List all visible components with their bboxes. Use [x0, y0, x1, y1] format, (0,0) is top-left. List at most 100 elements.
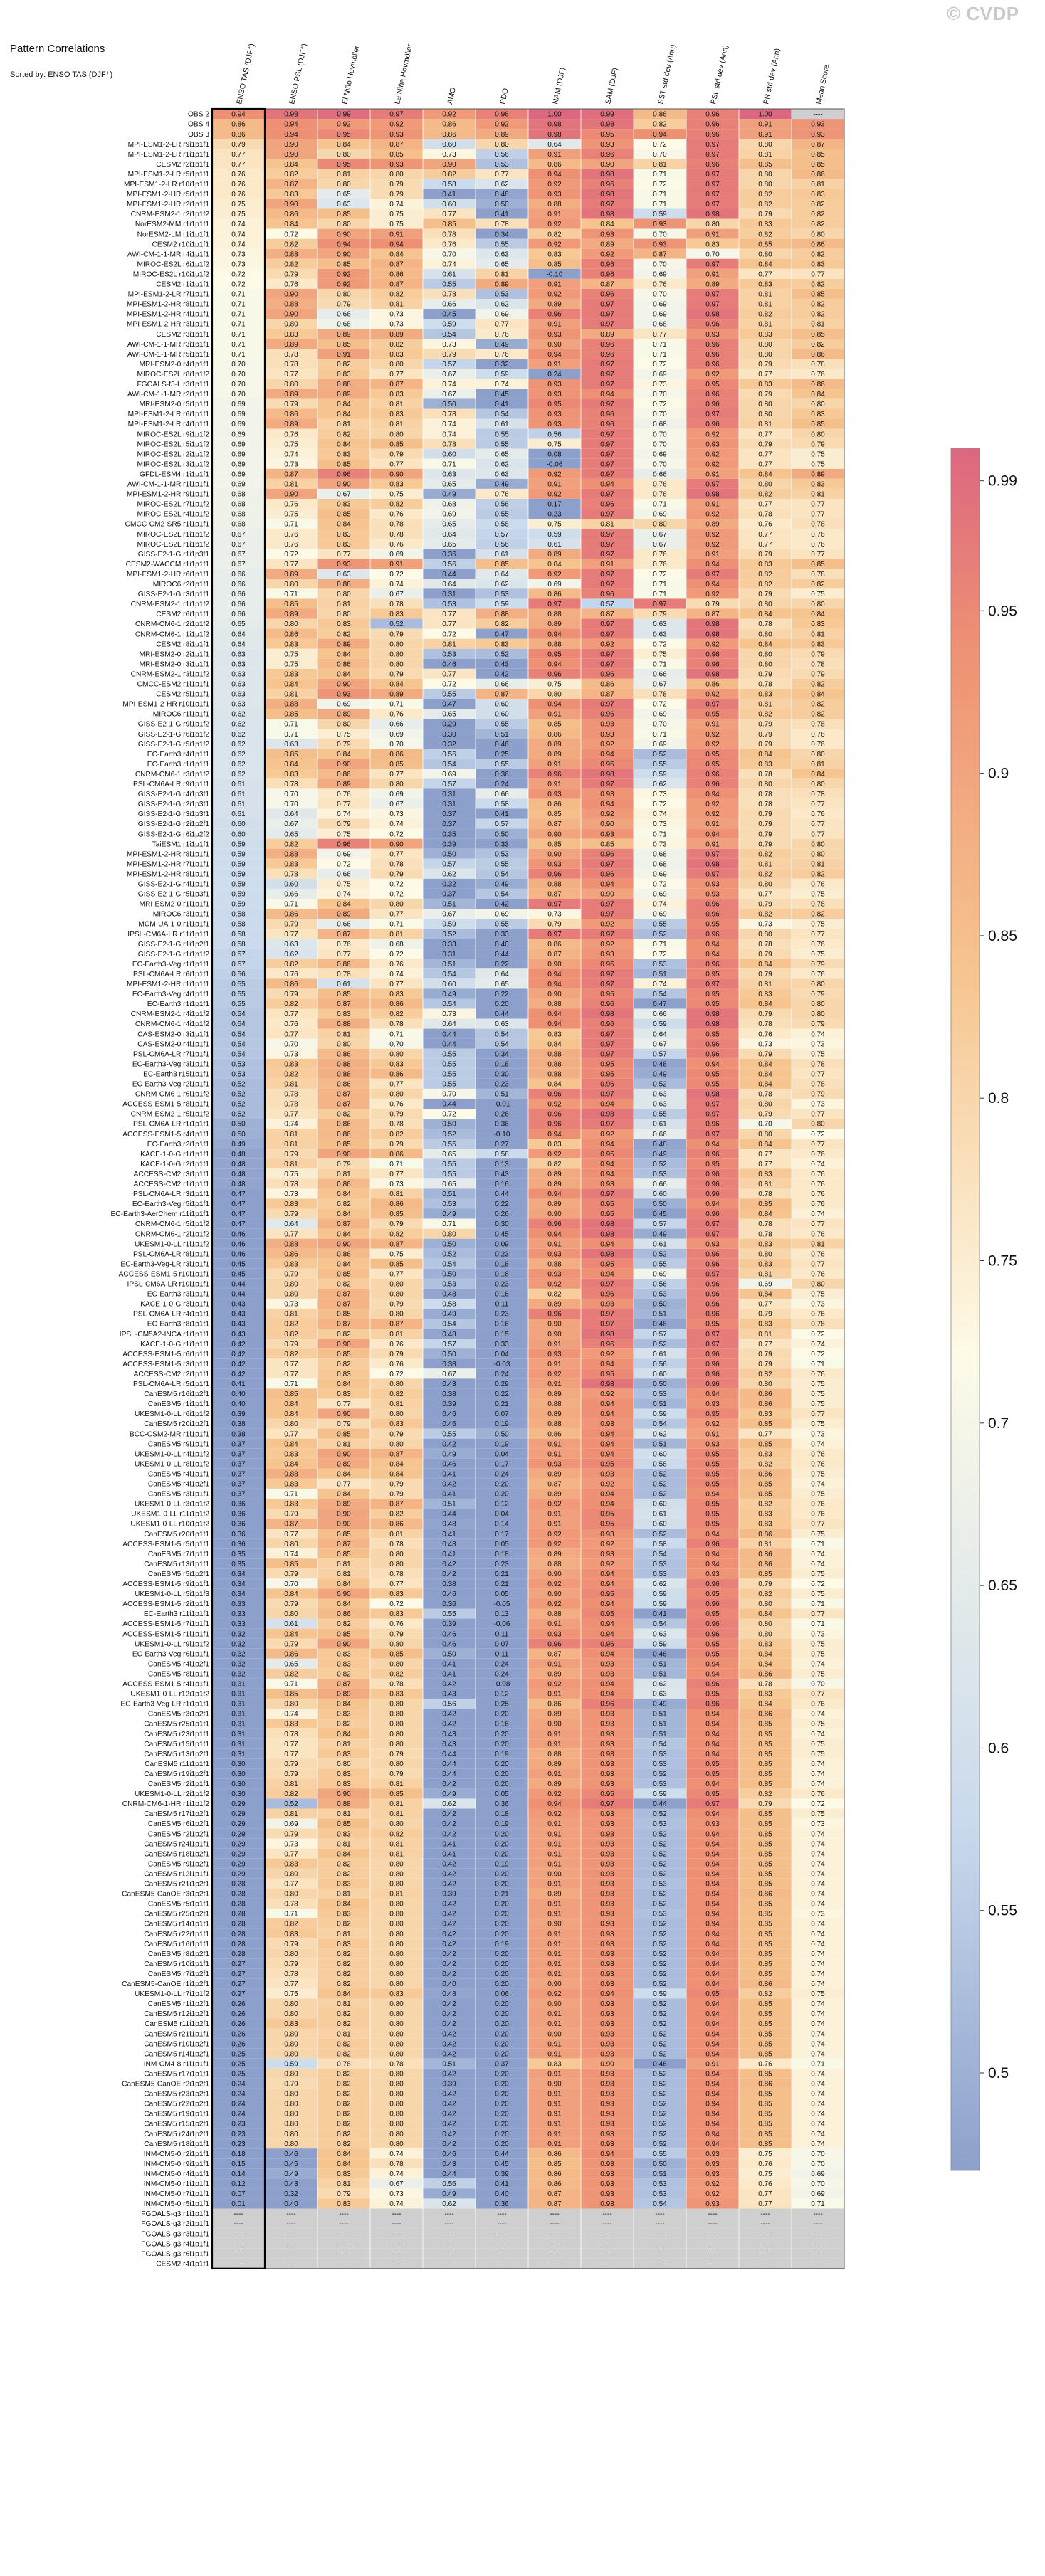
- cell-value: 0.92: [547, 1501, 562, 1509]
- cell-value: 0.86: [705, 681, 720, 689]
- cell-value: 0.85: [758, 1731, 772, 1738]
- cell-value: 0.87: [337, 1001, 351, 1008]
- cell-value: 0.83: [811, 621, 825, 628]
- cell-value: 0.75: [811, 1420, 825, 1428]
- heatmap-cell: [423, 648, 476, 659]
- cell-value: 0.85: [758, 1761, 772, 1768]
- cell-value: 0.89: [547, 1171, 562, 1178]
- cell-value: 0.96: [600, 1341, 614, 1348]
- row-label: CanESM5 r16i1p1f1: [144, 1941, 209, 1948]
- cell-value: 0.77: [389, 771, 404, 778]
- cell-value: 0.79: [811, 670, 825, 678]
- heatmap-cell: [581, 848, 634, 859]
- cell-value: 0.22: [495, 991, 509, 998]
- heatmap-cell: [317, 569, 370, 579]
- cell-value: 0.39: [442, 1400, 456, 1408]
- cell-value: 0.79: [389, 450, 404, 458]
- cell-value: 0.80: [389, 1561, 404, 1568]
- cell-value: 0.96: [600, 870, 614, 878]
- cell-value: 0.06: [495, 1990, 509, 1998]
- cell-value: 0.96: [705, 781, 720, 788]
- heatmap-cell: [212, 549, 265, 559]
- cell-value: 0.80: [389, 1870, 404, 1878]
- cell-value: 0.88: [547, 1610, 562, 1618]
- heatmap-cell: [265, 498, 317, 509]
- cell-value: 0.63: [284, 941, 298, 949]
- heatmap-cell: [317, 828, 370, 839]
- cell-value: 0.93: [600, 1810, 614, 1818]
- cell-value: 0.48: [442, 1521, 456, 1529]
- heatmap-cell: [212, 408, 265, 419]
- heatmap-cell: [792, 458, 844, 469]
- cell-value: 0.50: [653, 1381, 667, 1388]
- heatmap-cell: [317, 798, 370, 809]
- row-label: IPSL-CM6A-LR r7i1p1f1: [131, 1050, 209, 1058]
- cell-value: 0.86: [547, 161, 562, 169]
- heatmap-cell: [317, 769, 370, 779]
- cell-value: 0.91: [547, 1741, 562, 1748]
- cell-value: 0.19: [495, 1860, 509, 1868]
- row-label: IPSL-CM6A-LR r9i1p1f1: [131, 781, 209, 788]
- cell-value: 0.96: [600, 670, 614, 678]
- row-label: ACCESS-ESM1-5 r6i1p1f1: [122, 1351, 209, 1358]
- row-label: ACCESS-ESM1-5 r4i1p1f1: [122, 1131, 209, 1139]
- heatmap-cell: [686, 369, 739, 379]
- cell-value: 0.85: [600, 840, 614, 848]
- cell-value: 0.66: [389, 721, 404, 729]
- cell-value: 0.93: [600, 1970, 614, 1978]
- heatmap-cell: [265, 408, 317, 419]
- row-label: IPSL-CM6A-LR r6i1p1f1: [131, 971, 209, 978]
- cell-value: 0.56: [495, 501, 509, 509]
- cell-value: 0.52: [653, 2081, 667, 2089]
- heatmap-cell: [476, 759, 528, 769]
- cell-value: 0.78: [389, 2060, 404, 2068]
- heatmap-cell: [370, 428, 423, 439]
- cell-value: 0.74: [811, 1870, 825, 1878]
- cell-value: 0.76: [811, 531, 825, 539]
- cell-value: 0.21: [495, 1891, 509, 1899]
- cell-value: 0.88: [547, 1420, 562, 1428]
- heatmap-cell: [792, 739, 844, 749]
- cell-value: 0.93: [600, 1670, 614, 1678]
- cell-value: 0.79: [389, 1430, 404, 1438]
- cell-value: 0.20: [495, 2010, 509, 2018]
- row-label: CNRM-ESM2-1 r3i1p1f2: [131, 670, 210, 678]
- cell-value: 0.83: [284, 191, 298, 199]
- row-label: CNRM-CM6-1 r2i1p1f2: [135, 1230, 209, 1238]
- cell-value: 0.91: [547, 1830, 562, 1838]
- heatmap-cell: [634, 329, 686, 339]
- cell-value: 0.77: [284, 1881, 298, 1889]
- heatmap-cell: [739, 359, 792, 369]
- cell-value: 0.88: [547, 201, 562, 208]
- cell-value: 0.54: [442, 1001, 456, 1008]
- cell-value: 0.90: [337, 1450, 351, 1458]
- cell-value: 0.31: [442, 791, 456, 798]
- cell-value: 0.96: [705, 1281, 720, 1289]
- cell-value: 0.89: [337, 1501, 351, 1509]
- cell-value: 0.81: [337, 2000, 351, 2008]
- cell-value: 0.59: [653, 771, 667, 778]
- heatmap-cell: [792, 418, 844, 429]
- cell-value: 0.28: [231, 1881, 246, 1889]
- cell-value: 0.86: [758, 1400, 772, 1408]
- heatmap-cell: [317, 398, 370, 409]
- heatmap-cell: [317, 349, 370, 359]
- cell-value: 0.93: [600, 2040, 614, 2048]
- cell-value: 0.85: [811, 331, 825, 339]
- heatmap-cell: [634, 389, 686, 399]
- cell-value: 0.71: [284, 731, 298, 739]
- cell-value: 0.72: [389, 1600, 404, 1608]
- cell-value: 0.97: [705, 1230, 720, 1238]
- heatmap-cell: [212, 858, 265, 869]
- row-label: EC-Earth3-Veg r1i1p1f1: [132, 961, 209, 968]
- heatmap-cell: [423, 258, 476, 269]
- cell-value: 0.95: [600, 1371, 614, 1378]
- cell-value: 0.95: [705, 1790, 720, 1798]
- row-label: IPSL-CM6A-LR r1i1p1f1: [131, 1121, 209, 1129]
- cell-value: 0.94: [705, 1670, 720, 1678]
- cell-value: 0.96: [705, 1040, 720, 1048]
- cell-value: 0.94: [705, 2030, 720, 2038]
- cell-value: 0.98: [600, 1381, 614, 1388]
- cell-value: 0.42: [442, 1681, 456, 1689]
- cell-value: 0.75: [811, 460, 825, 468]
